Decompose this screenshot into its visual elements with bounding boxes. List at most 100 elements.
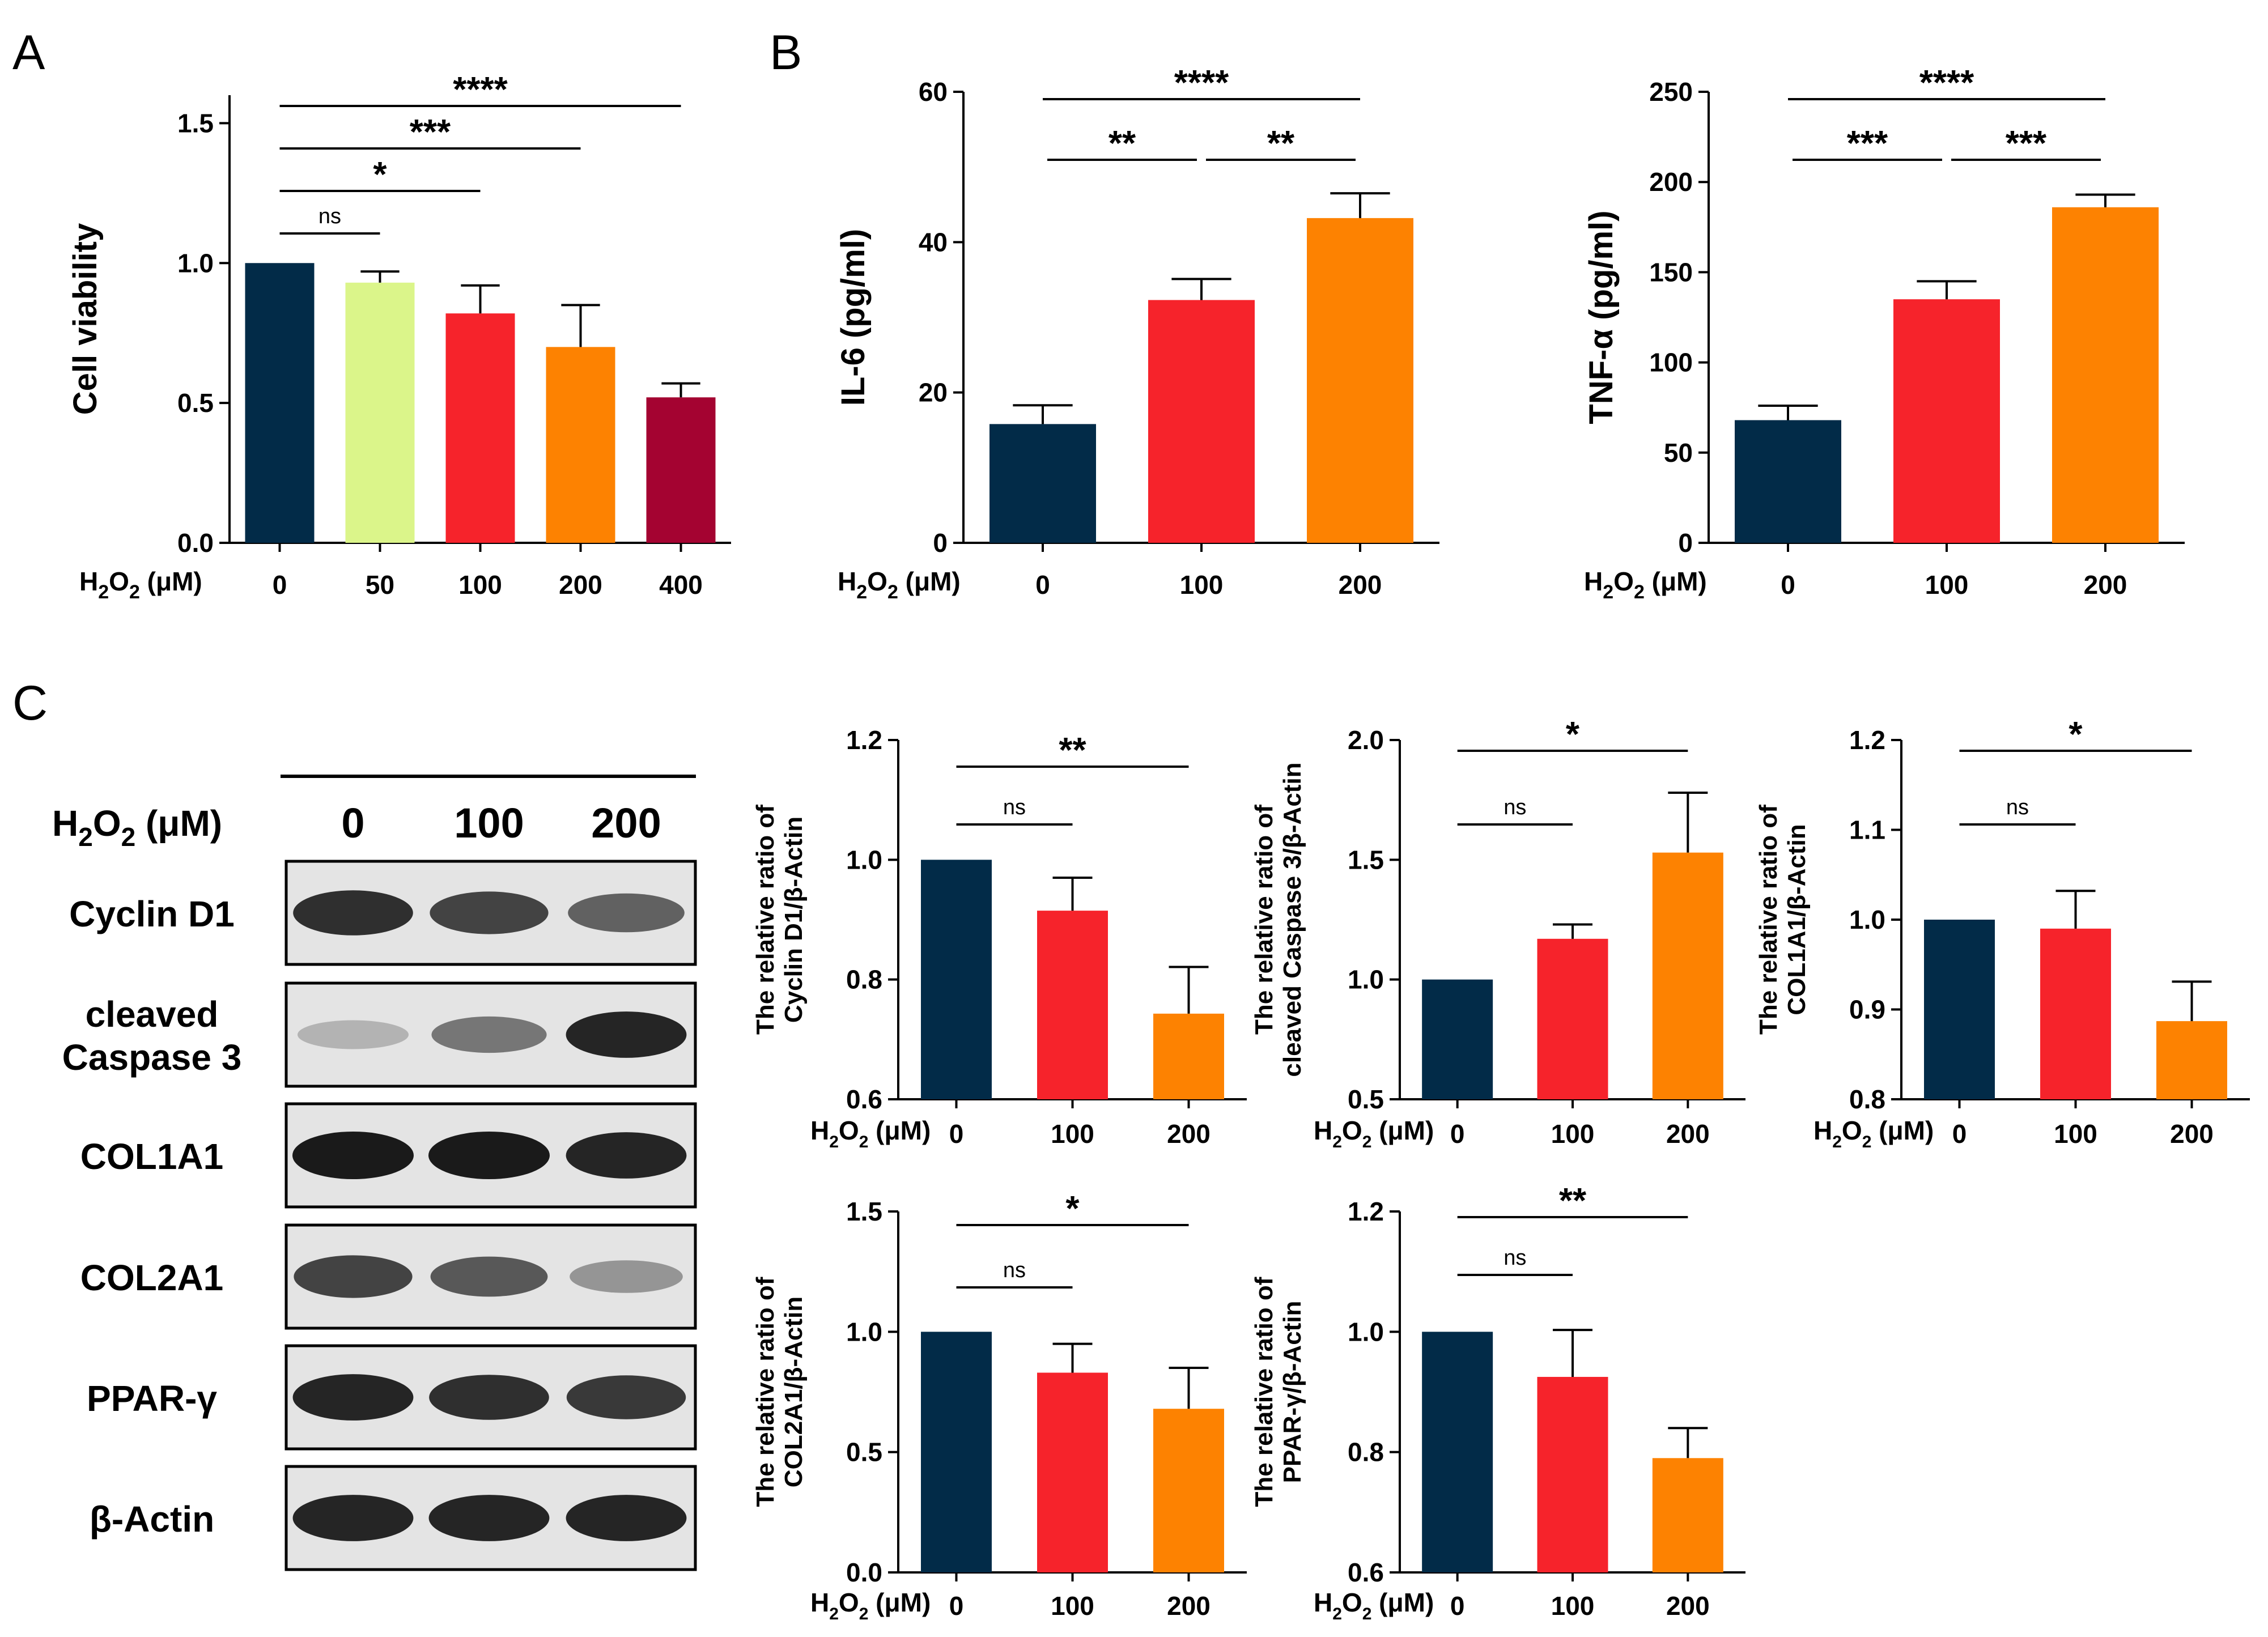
blot-band [566, 1375, 686, 1419]
blot-band [294, 1255, 413, 1298]
x-tick-label: 100 [458, 570, 502, 599]
x-tick-label: 0 [1450, 1119, 1465, 1149]
x-axis-label: H2O2 (μM) [810, 1116, 931, 1151]
significance-label: ns [1503, 796, 1526, 819]
x-tick-label: 0 [1035, 570, 1050, 599]
significance-label: ** [1108, 124, 1136, 163]
x-axis-label: H2O2 (μM) [1813, 1116, 1934, 1151]
y-tick-label: 0 [933, 528, 948, 558]
bar [546, 347, 615, 543]
chart-c4: 0.0 0.5 1.0 1.5 0 100 200 H2O2 (μM) The relative… [751, 1189, 1247, 1623]
bar [1652, 852, 1723, 1099]
bar [921, 1332, 992, 1572]
y-axis-label: COL1A1/β-Actin [1783, 824, 1811, 1015]
blot-row-label: COL1A1 [80, 1136, 224, 1177]
x-tick-label: 100 [1051, 1119, 1094, 1149]
x-axis-label: H2O2 (μM) [810, 1588, 931, 1623]
blot-band [292, 1374, 414, 1421]
blot-row: PPAR-γ [87, 1344, 697, 1451]
x-tick-label: 400 [659, 570, 703, 599]
bar [646, 397, 716, 543]
bar [1893, 299, 2000, 543]
y-tick-label: 1.0 [1849, 905, 1885, 934]
y-tick-label: 50 [1664, 438, 1693, 467]
y-tick-label: 0.8 [1348, 1438, 1384, 1467]
y-tick-label: 1.2 [1348, 1197, 1384, 1226]
y-tick-label: 1.2 [1849, 725, 1885, 755]
blot-row-label: β-Actin [90, 1499, 214, 1540]
blot-row-label: COL2A1 [80, 1257, 224, 1298]
bar [1537, 938, 1608, 1099]
y-axis-label: The relative ratio of [1250, 805, 1278, 1035]
y-tick-label: 0.5 [846, 1438, 882, 1467]
significance-label: ** [1267, 124, 1295, 163]
blot-row: β-Actin [90, 1465, 697, 1571]
y-tick-label: 0.5 [177, 388, 214, 418]
x-tick-label: 200 [2084, 570, 2127, 599]
bar [1153, 1409, 1224, 1572]
bar [1652, 1458, 1723, 1572]
significance-label: *** [2006, 124, 2047, 163]
x-tick-label: 200 [559, 570, 602, 599]
bar [1422, 1332, 1493, 1572]
blot-treatment-label: H2O2 (μM) [52, 803, 222, 852]
y-tick-label: 1.0 [1348, 1317, 1384, 1346]
blot-row: COL1A1 [80, 1102, 697, 1209]
blot-band [431, 1016, 547, 1053]
significance-label: ns [2006, 796, 2029, 819]
y-tick-label: 0.0 [177, 528, 214, 558]
y-tick-label: 200 [1649, 167, 1693, 197]
blot-band [292, 1495, 414, 1541]
significance-label: * [373, 155, 387, 194]
panel-letter-b: B [770, 25, 802, 80]
x-tick-label: 0 [949, 1591, 964, 1621]
significance-label: ns [318, 205, 341, 228]
blot-row: Cyclin D1 [69, 860, 697, 966]
x-tick-label: 0 [1781, 570, 1795, 599]
x-tick-label: 200 [1666, 1119, 1710, 1149]
x-tick-label: 0 [949, 1119, 964, 1149]
x-tick-label: 200 [2170, 1119, 2214, 1149]
significance-label: ns [1003, 1258, 1026, 1282]
x-tick-label: 200 [1167, 1119, 1211, 1149]
y-axis-label: TNF-α (pg/ml) [1583, 210, 1620, 424]
x-tick-label: 100 [1180, 570, 1224, 599]
significance-label: *** [1847, 124, 1888, 163]
y-tick-label: 250 [1649, 77, 1693, 107]
y-tick-label: 0.0 [846, 1558, 882, 1587]
x-tick-label: 200 [1339, 570, 1382, 599]
blot-row: COL2A1 [80, 1223, 697, 1330]
bar [1153, 1013, 1224, 1099]
y-tick-label: 0.8 [1849, 1085, 1885, 1114]
y-axis-label: The relative ratio of [1250, 1277, 1278, 1507]
significance-label: ** [1059, 731, 1086, 770]
bar [2156, 1021, 2227, 1099]
bar [989, 424, 1096, 543]
bar [2040, 928, 2111, 1099]
bar [245, 263, 315, 543]
y-tick-label: 1.0 [846, 845, 882, 874]
x-tick-label: 100 [1925, 570, 1969, 599]
bar [1537, 1376, 1608, 1572]
y-axis-label: The relative ratio of [751, 805, 779, 1035]
western-blot: H2O2 (μM) 0 100 200 Cyclin D1 cleavedCaspase … [52, 775, 697, 1571]
chart-b2: 0 50 100 150 200 250 0 100 200 H2O2 (μM) TNF-α (pg… [1583, 63, 2185, 603]
y-tick-label: 1.5 [1348, 845, 1384, 874]
blot-band [293, 890, 413, 936]
bar [1037, 1372, 1108, 1572]
significance-label: **** [1919, 63, 1974, 103]
blot-band [428, 1495, 550, 1541]
significance-label: *** [410, 113, 451, 152]
y-tick-label: 1.5 [846, 1197, 882, 1226]
y-tick-label: 1.1 [1849, 815, 1885, 845]
blot-band [428, 1132, 550, 1179]
significance-label: * [1566, 715, 1580, 754]
blot-band [430, 891, 549, 934]
blot-band [292, 1132, 414, 1179]
y-tick-label: 60 [919, 77, 948, 107]
x-tick-label: 100 [1051, 1591, 1094, 1621]
